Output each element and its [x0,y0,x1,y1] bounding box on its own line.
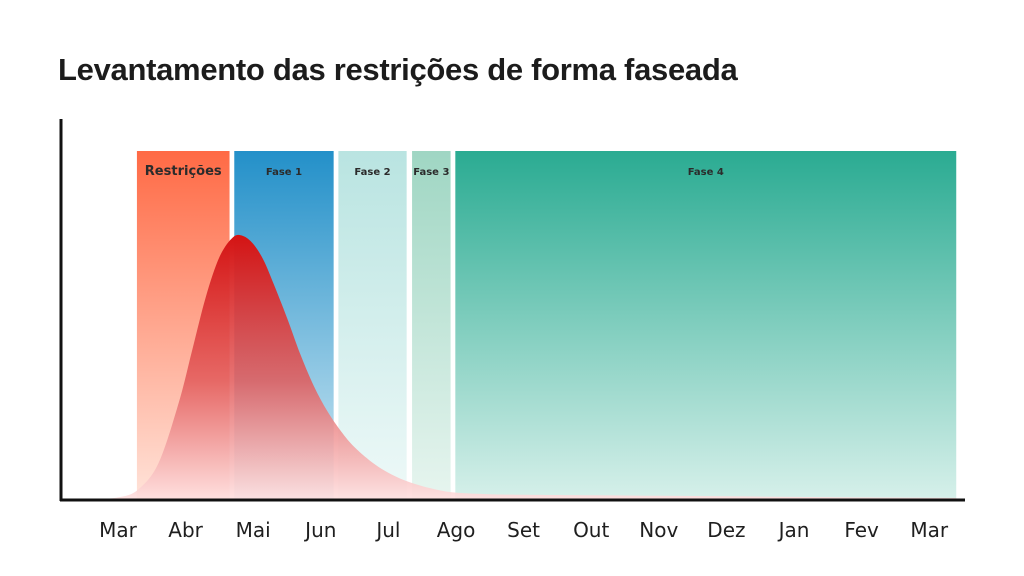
x-ticks-layer: Mar Abr Mai Jun Jul Ago Set Out Nov Dez Jan Fev Mar [99,518,949,542]
x-tick-label: Ago [437,518,476,542]
x-tick-label: Mai [236,518,271,542]
phase-label-fase-1: Fase 1 [266,167,302,178]
x-tick-label: Out [573,518,609,542]
x-tick-label: Mar [99,518,138,542]
epidemic-curve-area [84,234,957,500]
phase-label-fase-2: Fase 2 [354,167,390,178]
x-tick-label: Jul [374,518,400,542]
x-tick-label: Abr [168,518,203,542]
x-tick-label: Jun [303,518,336,542]
phase-label-fase-4: Fase 4 [688,167,724,178]
x-tick-label: Jan [777,518,810,542]
phases-layer [136,151,957,499]
x-tick-label: Nov [639,518,678,542]
phase-label-restricoes: Restrições [145,164,222,179]
labels-layer: Restrições Fase 1 Fase 2 Fase 3 Fase 4 [145,164,724,179]
x-tick-label: Fev [844,518,879,542]
phase-label-fase-3: Fase 3 [413,167,449,178]
phase-band-fase-3 [412,151,451,499]
x-tick-label: Dez [707,518,745,542]
phase-band-fase-2 [338,151,407,499]
x-tick-label: Mar [910,518,949,542]
curve-layer [84,234,957,500]
x-tick-label: Set [507,518,540,542]
phase-band-fase-4 [455,151,957,499]
axes-layer [59,119,965,502]
chart-title: Levantamento das restrições de forma fas… [58,52,738,87]
